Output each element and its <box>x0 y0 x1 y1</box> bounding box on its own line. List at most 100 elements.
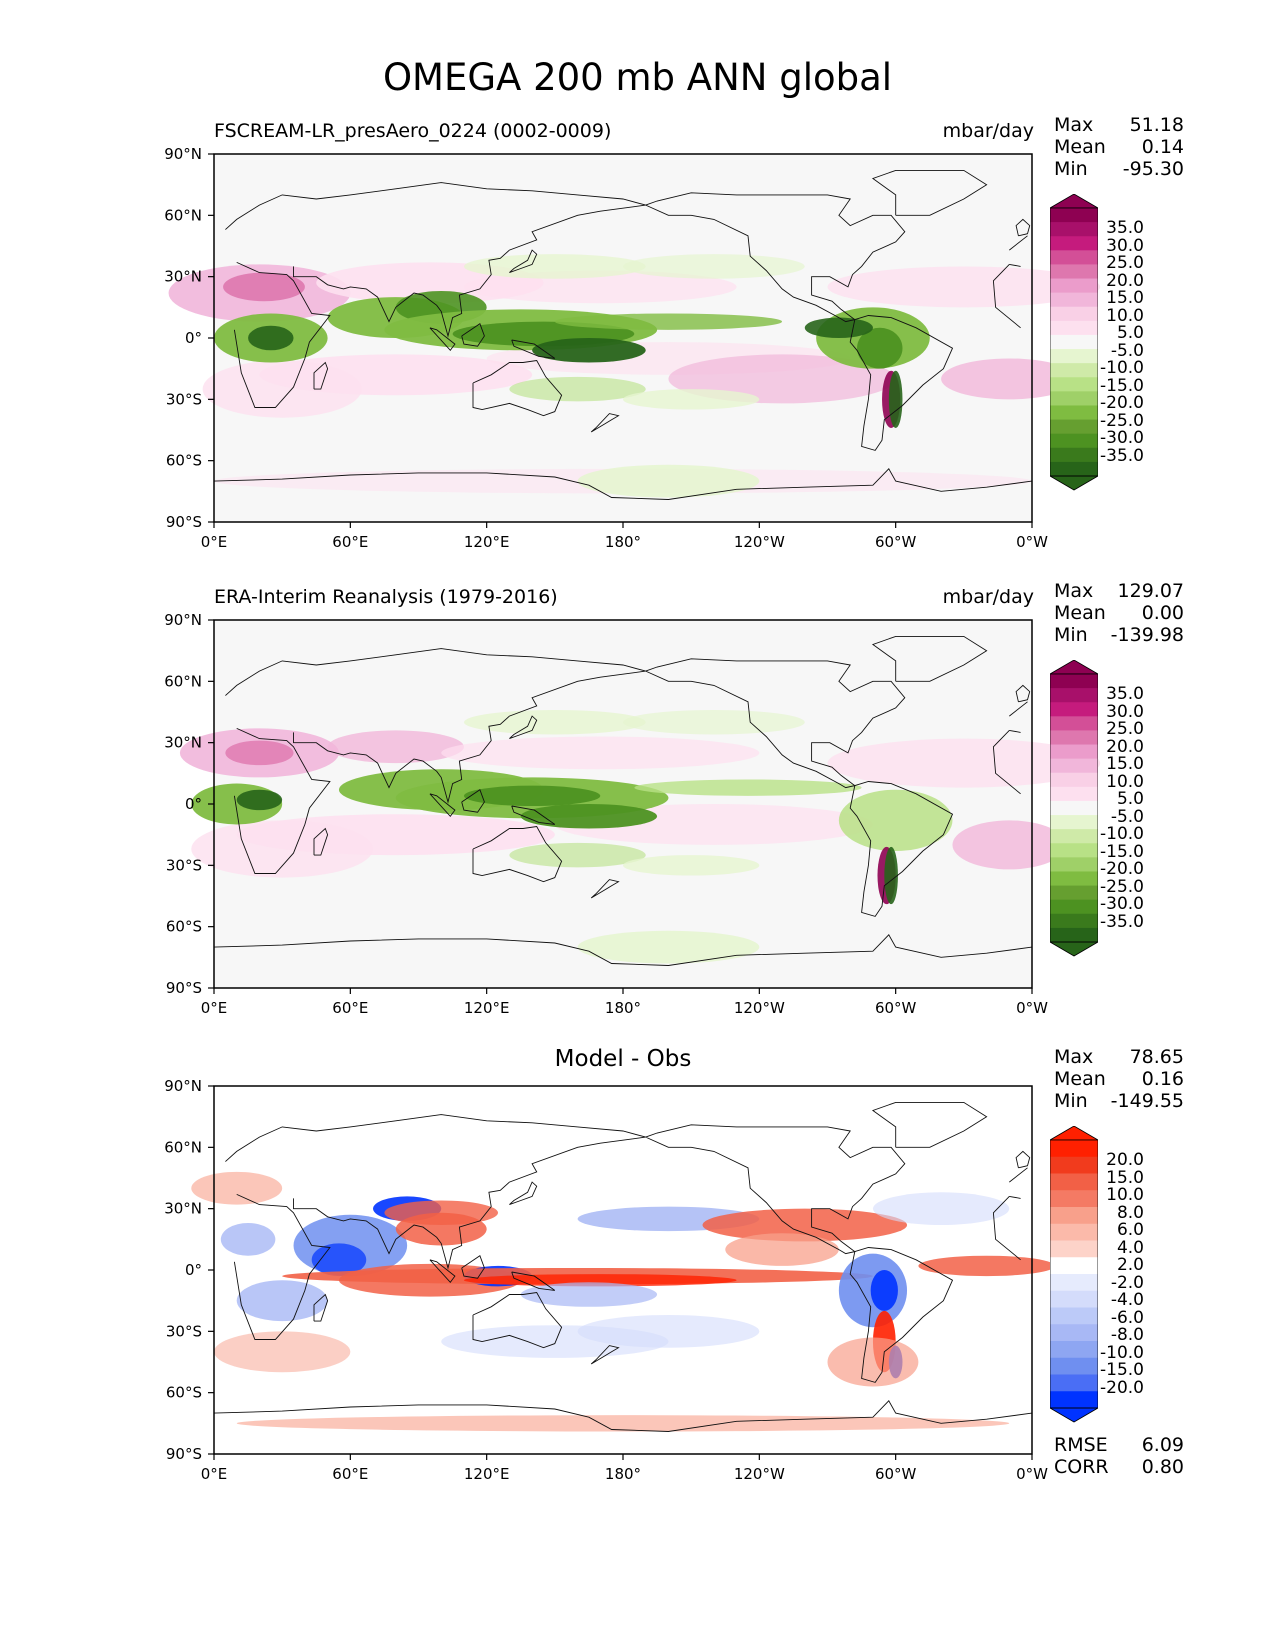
colorbar-segment <box>1050 772 1098 788</box>
colorbar-segment <box>1050 1257 1098 1275</box>
colorbar-label: 10.0 <box>1106 771 1144 792</box>
field-contour <box>577 464 760 498</box>
coastline <box>293 1136 646 1270</box>
field-contour <box>327 730 464 764</box>
min-label: Min <box>1054 624 1088 646</box>
colorbar-segment <box>1050 829 1098 844</box>
coastline <box>1015 218 1031 237</box>
coastline <box>511 339 556 359</box>
min-value: -149.55 <box>1110 1090 1184 1112</box>
colorbar <box>1050 194 1098 491</box>
field-contour <box>634 779 862 796</box>
colorbar-label: 25.0 <box>1106 253 1144 273</box>
coastline <box>225 1114 1028 1183</box>
colorbar-label: 5.0 <box>1116 789 1144 809</box>
colorbar-segment <box>1050 871 1098 887</box>
min-value: -139.98 <box>1110 624 1184 646</box>
field-contour <box>623 389 760 410</box>
colorbar-label: 35.0 <box>1106 218 1144 238</box>
colorbar-label: 30.0 <box>1106 701 1144 722</box>
coastline <box>293 670 646 804</box>
lat-tick-label: 90°S <box>166 513 202 531</box>
colorbar-label: 15.0 <box>1106 754 1144 774</box>
panel-name: ERA-Interim Reanalysis (1979-2016) <box>214 586 558 608</box>
coastline <box>461 323 485 347</box>
lat-tick-label: 90°N <box>164 1077 202 1095</box>
lon-tick-label: 60°E <box>332 533 368 551</box>
coastline <box>645 658 906 789</box>
coastline <box>461 789 485 813</box>
mean-value: 0.00 <box>1141 602 1184 624</box>
field-contour <box>384 1200 499 1226</box>
field-contour <box>884 846 898 905</box>
coastline <box>213 468 1033 500</box>
colorbar-extend-bottom <box>1050 475 1098 491</box>
coastlines <box>213 169 1033 500</box>
colorbar-label: -20.0 <box>1100 859 1144 879</box>
mean-label: Mean <box>1054 136 1106 158</box>
colorbar-segment <box>1050 433 1098 449</box>
field-contour <box>509 842 646 868</box>
coastline <box>461 1255 485 1279</box>
colorbar-segment <box>1050 1391 1098 1409</box>
map-plot: 90°N 60°N 30°N 0° 30°S 60°S 90°S 0°E 60°E 120°E 18… <box>164 611 1101 1017</box>
colorbar-frame <box>1050 1139 1098 1409</box>
stats-block: Max 129.07 Mean 0.00 Min -139.98 <box>1054 580 1184 646</box>
field-contour <box>623 709 805 735</box>
colorbar <box>1050 660 1098 957</box>
colorbar-label: -15.0 <box>1100 841 1144 862</box>
colorbar-label: -20.0 <box>1100 1377 1144 1398</box>
coastline <box>509 249 538 274</box>
panel-units: mbar/day <box>942 586 1034 608</box>
lat-tick-label: 60°N <box>164 672 202 690</box>
colorbar-label: 35.0 <box>1106 684 1144 704</box>
field-contour <box>804 317 873 338</box>
metrics-block: RMSE 6.09 CORR 0.80 <box>1054 1434 1184 1478</box>
colorbar-label: 5.0 <box>1116 323 1144 343</box>
colorbar-label: -5.0 <box>1110 806 1144 827</box>
field-contour <box>725 1233 839 1266</box>
colorbar-segment <box>1050 674 1098 689</box>
colorbar-label: 25.0 <box>1106 719 1144 739</box>
figure-title: OMEGA 200 mb ANN global <box>382 56 893 99</box>
field-contour <box>236 789 283 811</box>
coastlines <box>213 1101 1033 1432</box>
coastline <box>849 781 954 917</box>
colorbar-label: 15.0 <box>1106 1167 1144 1188</box>
field-contour <box>918 1255 1055 1277</box>
colorbar-segment <box>1050 320 1098 336</box>
field-contour <box>520 804 658 829</box>
coastline <box>871 635 988 682</box>
colorbar-label: -4.0 <box>1110 1290 1144 1310</box>
colorbar-segment <box>1050 1223 1098 1241</box>
lon-tick-label: 0°E <box>201 999 228 1017</box>
corr-label: CORR <box>1054 1456 1109 1478</box>
rmse-label: RMSE <box>1054 1434 1108 1456</box>
colorbar-segment <box>1050 236 1098 251</box>
colorbar-segment <box>1050 250 1098 265</box>
coastline <box>509 715 538 740</box>
colorbar-segment <box>1050 1274 1098 1292</box>
panel-diff: Model - Obs Max 78.65 Mean 0.16 Min -149.55… <box>0 1046 1275 1522</box>
lat-tick-label: 60°N <box>164 1138 202 1156</box>
colorbar-label: -35.0 <box>1100 911 1144 932</box>
colorbar-extend-bottom <box>1050 941 1098 957</box>
lat-tick-label: 30°N <box>164 268 202 286</box>
lat-tick-label: 60°S <box>166 452 202 470</box>
lat-tick-label: 90°S <box>166 1445 202 1463</box>
lon-tick-label: 120°E <box>464 999 510 1017</box>
colorbar-label: -10.0 <box>1100 358 1144 378</box>
lon-tick-label: 180° <box>605 533 641 551</box>
field-contour <box>463 1274 737 1287</box>
colorbar-label: -30.0 <box>1100 428 1144 448</box>
colorbar-segment <box>1050 292 1098 308</box>
map-plot: 90°N 60°N 30°N 0° 30°S 60°S 90°S 0°E 60°E 120°E 18… <box>164 1077 1055 1483</box>
field-contour <box>702 1208 908 1242</box>
coastline <box>429 1259 456 1284</box>
field-contour <box>952 820 1067 870</box>
colorbar-label: 15.0 <box>1106 288 1144 308</box>
colorbar-segment <box>1050 1190 1098 1208</box>
field-contour <box>577 1314 760 1348</box>
coastline <box>849 315 954 451</box>
panel-model: FSCREAM-LR_presAero_0224 (0002-0009) mba… <box>0 114 1275 590</box>
